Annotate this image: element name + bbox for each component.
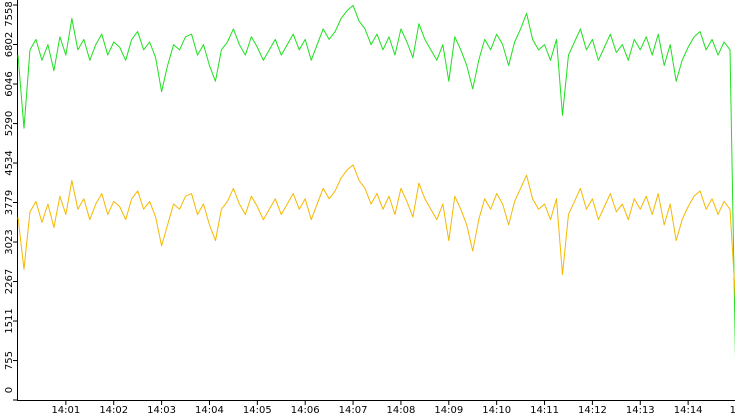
x-tick-label: 14:06 — [291, 405, 320, 415]
y-tick-label: 6046 — [4, 71, 15, 96]
x-tick-label: 14:03 — [147, 405, 176, 415]
y-tick-label: 7558 — [4, 1, 15, 26]
y-tick-label: 0 — [4, 387, 15, 393]
x-tick-label: 14:11 — [530, 405, 559, 415]
x-tick-label: 14:05 — [243, 405, 272, 415]
data-line — [17, 4, 735, 359]
x-tick-label: 14:13 — [626, 405, 655, 415]
x-tick-label: 14:12 — [578, 405, 607, 415]
y-tick-label: 5290 — [4, 111, 15, 136]
x-tick-label: 14:01 — [51, 405, 80, 415]
x-tick-label: 14:14 — [674, 405, 703, 415]
x-tick-label: 14:02 — [99, 405, 128, 415]
x-tick-label: 14:10 — [482, 405, 511, 415]
x-tick-label: 14:09 — [434, 405, 463, 415]
x-tick-label: 14 — [730, 405, 735, 415]
y-tick-label: 1511 — [4, 308, 15, 333]
data-line — [17, 164, 735, 301]
x-tick-label: 14:08 — [387, 405, 416, 415]
y-tick-label: 3023 — [4, 229, 15, 254]
x-tick-label: 14:04 — [195, 405, 224, 415]
x-tick-label: 14:07 — [339, 405, 368, 415]
y-tick-label: 2267 — [4, 269, 15, 294]
y-tick-label: 6802 — [4, 32, 15, 57]
y-tick-label: 4534 — [4, 150, 15, 175]
y-tick-label: 755 — [4, 351, 15, 370]
y-tick-label: 3779 — [4, 190, 15, 215]
